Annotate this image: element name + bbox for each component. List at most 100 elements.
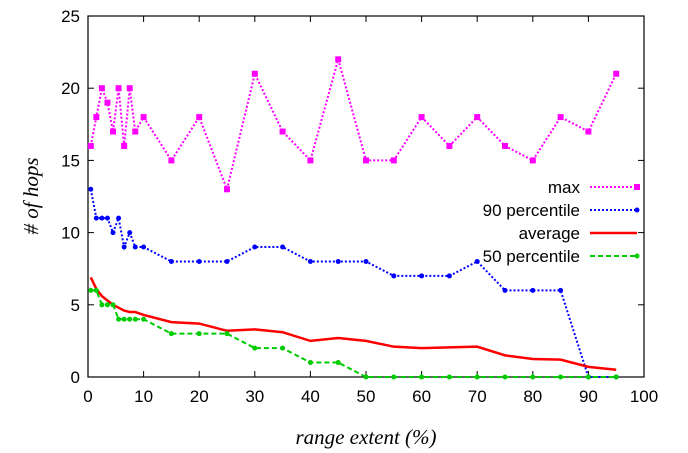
data-point-90-percentile <box>116 215 122 221</box>
data-point-max <box>126 85 133 92</box>
data-point-max <box>110 128 117 135</box>
data-point-max <box>557 114 564 121</box>
y-tick-label: 25 <box>61 7 80 26</box>
data-point-50-percentile <box>335 360 341 366</box>
data-point-90-percentile <box>121 244 127 250</box>
data-point-max <box>390 157 397 164</box>
x-tick-label: 30 <box>245 387 264 406</box>
data-point-50-percentile <box>196 331 202 337</box>
data-point-max <box>196 114 203 121</box>
data-point-90-percentile <box>391 273 397 279</box>
data-point-90-percentile <box>252 244 258 250</box>
legend-marker-50-percentile <box>634 253 640 259</box>
data-point-max <box>363 157 369 164</box>
series-line-max <box>89 55 618 193</box>
data-point-max <box>529 157 536 164</box>
data-point-50-percentile <box>530 374 536 380</box>
legend: max 90 percentile average 50 percentile <box>483 178 640 266</box>
y-tick-label: 0 <box>71 368 80 387</box>
data-point-50-percentile <box>613 374 619 380</box>
y-tick-label: 15 <box>61 151 80 170</box>
legend-label-50-percentile: 50 percentile <box>483 247 580 266</box>
legend-label-average: average <box>519 224 580 243</box>
data-point-max <box>168 157 175 164</box>
x-tick-label: 50 <box>357 387 376 406</box>
data-point-max <box>279 128 286 135</box>
data-point-50-percentile <box>93 287 99 293</box>
x-tick-label: 70 <box>468 387 487 406</box>
series-max <box>87 55 620 193</box>
data-point-90-percentile <box>104 215 110 221</box>
data-point-90-percentile <box>224 258 230 264</box>
data-point-90-percentile <box>363 258 369 264</box>
data-point-50-percentile <box>110 302 116 308</box>
x-tick-label: 90 <box>579 387 598 406</box>
y-tick-label: 10 <box>61 224 80 243</box>
data-point-max <box>115 85 122 92</box>
data-point-90-percentile <box>110 230 116 236</box>
data-point-max <box>502 142 508 149</box>
data-series <box>87 55 620 380</box>
data-point-50-percentile <box>127 316 133 322</box>
legend-label-90-percentile: 90 percentile <box>483 201 580 220</box>
data-point-90-percentile <box>446 273 452 279</box>
data-point-50-percentile <box>446 374 452 380</box>
data-point-max <box>224 186 230 193</box>
data-point-max <box>87 142 94 149</box>
data-point-50-percentile <box>88 287 94 293</box>
data-point-90-percentile <box>88 186 94 192</box>
data-point-90-percentile <box>93 215 99 221</box>
data-point-50-percentile <box>132 316 138 322</box>
legend-marker-max <box>634 184 640 190</box>
data-point-50-percentile <box>474 374 480 380</box>
x-tick-label: 20 <box>190 387 209 406</box>
data-point-max <box>104 99 111 106</box>
data-point-50-percentile <box>558 374 564 380</box>
data-point-max <box>446 142 453 149</box>
data-point-50-percentile <box>363 374 369 380</box>
x-axis-title: range extent (%) <box>295 425 436 449</box>
x-tick-label: 10 <box>134 387 153 406</box>
data-point-90-percentile <box>474 258 480 264</box>
data-point-50-percentile <box>224 331 230 337</box>
data-point-90-percentile <box>141 244 147 250</box>
data-point-90-percentile <box>307 258 313 264</box>
series-line-90-percentile <box>89 189 617 378</box>
data-point-50-percentile <box>104 302 110 308</box>
data-point-50-percentile <box>252 345 258 351</box>
data-point-90-percentile <box>530 287 536 293</box>
x-tick-label: 100 <box>630 387 658 406</box>
data-point-max <box>132 128 139 135</box>
data-point-90-percentile <box>502 287 508 293</box>
data-point-50-percentile <box>141 316 147 322</box>
data-point-max <box>418 114 425 121</box>
data-point-50-percentile <box>168 331 174 337</box>
data-point-90-percentile <box>335 258 341 264</box>
data-point-50-percentile <box>121 316 127 322</box>
data-point-max <box>140 114 147 121</box>
legend-label-max: max <box>548 178 581 197</box>
data-point-90-percentile <box>558 287 564 293</box>
y-axis-title: # of hops <box>19 157 43 234</box>
data-point-max <box>585 128 592 135</box>
data-point-50-percentile <box>419 374 425 380</box>
x-tick-label: 40 <box>301 387 320 406</box>
x-tick-label: 80 <box>523 387 542 406</box>
data-point-max <box>121 142 128 149</box>
data-point-max <box>335 56 342 63</box>
data-point-50-percentile <box>585 374 591 380</box>
y-tick-label: 20 <box>61 79 80 98</box>
data-point-max <box>251 70 258 77</box>
data-point-max <box>307 157 314 164</box>
x-tick-label: 60 <box>412 387 431 406</box>
data-point-50-percentile <box>307 360 313 366</box>
data-point-max <box>93 114 100 121</box>
data-point-90-percentile <box>196 258 202 264</box>
data-point-50-percentile <box>99 302 105 308</box>
data-point-90-percentile <box>99 215 105 221</box>
data-point-50-percentile <box>280 345 286 351</box>
data-point-90-percentile <box>168 258 174 264</box>
series-average <box>89 276 617 372</box>
data-point-90-percentile <box>280 244 286 250</box>
